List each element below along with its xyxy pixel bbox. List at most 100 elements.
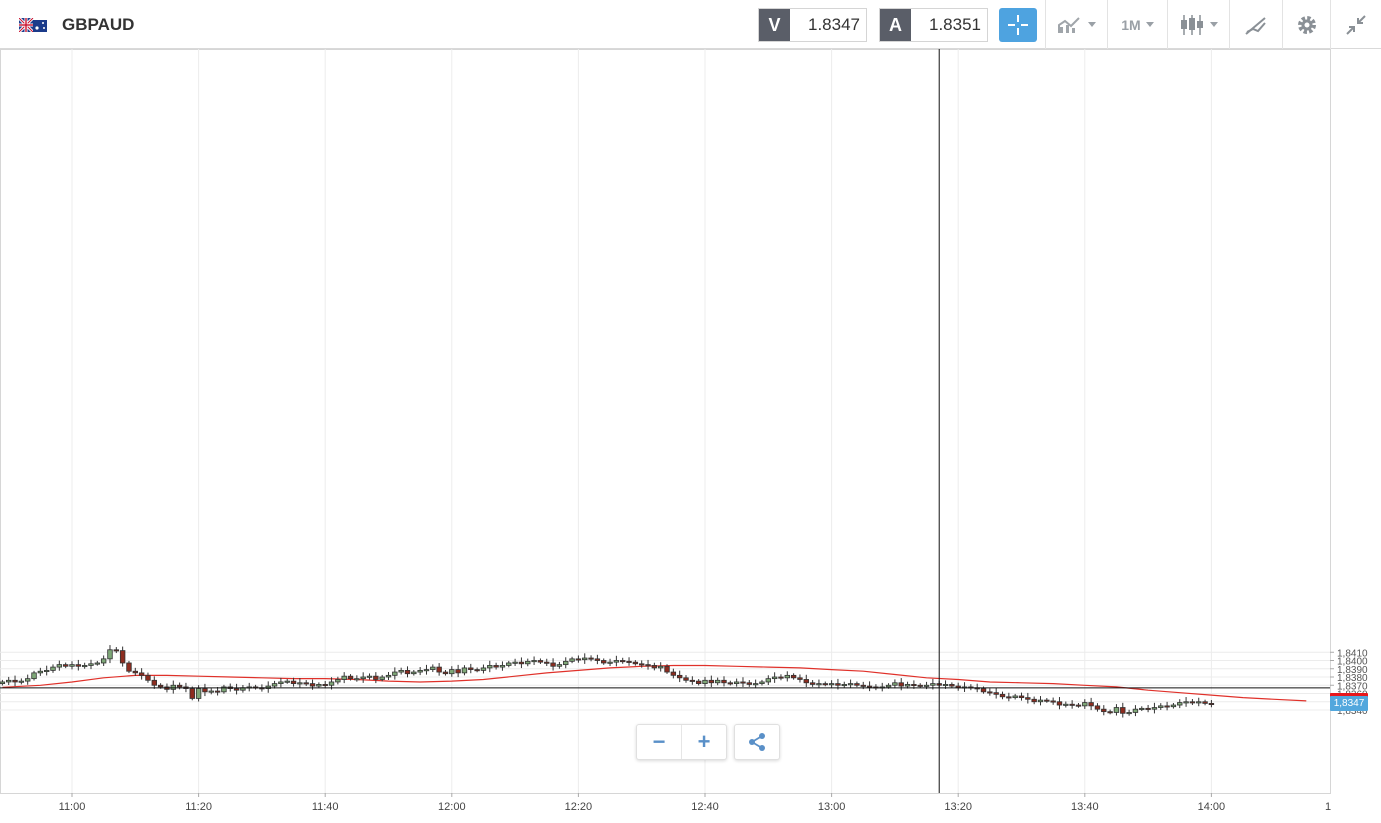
x-tick-label: 12:40	[691, 801, 719, 813]
candle-body	[1088, 702, 1094, 707]
candle-body	[221, 686, 227, 693]
instrument-symbol[interactable]: GBPAUD	[62, 15, 135, 34]
candle-body	[778, 676, 784, 679]
chart-type-button[interactable]	[1045, 0, 1107, 49]
candle-body	[708, 679, 715, 684]
candle-body	[664, 665, 670, 673]
candle-body	[404, 670, 411, 675]
candle-body	[1082, 702, 1088, 707]
candle-body	[765, 678, 771, 683]
candle-body	[1075, 704, 1082, 707]
candle-body	[575, 658, 582, 661]
zoom-out-button[interactable]: −	[637, 725, 682, 759]
x-tick-label: 11:00	[59, 801, 86, 813]
candle-body	[1208, 703, 1215, 706]
candle-body	[75, 664, 82, 667]
candle-body	[1151, 707, 1158, 710]
candle-body	[904, 684, 911, 687]
candle-body	[727, 682, 734, 685]
candle-body	[1113, 707, 1120, 713]
chart-toolbar: GBPAUD V 1.8347 A 1.8351 1M	[0, 0, 1381, 49]
sell-price-box[interactable]: V 1.8347	[758, 8, 867, 42]
buy-price-box[interactable]: A 1.8351	[879, 8, 988, 42]
candle-body	[923, 684, 930, 687]
candle-body	[373, 675, 379, 680]
candle-body	[297, 682, 303, 685]
candle-body	[43, 670, 50, 673]
candle-body	[62, 664, 69, 667]
candle-body	[1189, 701, 1196, 704]
collapse-icon	[1346, 14, 1366, 35]
candle-body	[999, 693, 1006, 698]
crosshair-icon	[1008, 15, 1028, 35]
candle-body	[550, 662, 556, 667]
candle-body	[1012, 695, 1018, 699]
y-tick-label: 1,8390	[1337, 665, 1368, 676]
crosshair-button[interactable]	[999, 8, 1037, 42]
candle-body	[284, 680, 290, 683]
drawing-tools-icon	[1245, 16, 1266, 35]
collapse-button[interactable]	[1330, 0, 1381, 49]
candle-body	[461, 667, 468, 674]
price-chart[interactable]: 1,83401,83501,83601,83701,83801,83901,84…	[0, 49, 1381, 823]
candle-body	[1031, 698, 1037, 703]
x-tick-label: 13:40	[1071, 801, 1099, 813]
indicators-button[interactable]	[1167, 0, 1229, 49]
candle-body	[360, 676, 366, 680]
candle-body	[607, 661, 613, 664]
candle-body	[328, 681, 335, 686]
settings-button[interactable]	[1282, 0, 1330, 49]
candle-body	[803, 679, 809, 684]
candle-body	[107, 649, 113, 660]
candle-body	[56, 664, 63, 668]
candle-body	[322, 684, 328, 687]
candle-body	[480, 667, 487, 671]
sell-price: 1.8347	[790, 9, 866, 41]
candle-body	[1050, 700, 1056, 703]
candle-body	[126, 662, 132, 672]
candle-body	[233, 688, 240, 691]
candle-body	[898, 682, 904, 687]
candle-body	[385, 674, 392, 678]
candle-body	[94, 662, 101, 665]
drawing-tools-button[interactable]	[1229, 0, 1282, 49]
candle-body	[1037, 699, 1044, 703]
candle-body	[132, 670, 138, 674]
candle-body	[278, 681, 284, 685]
candle-body	[18, 680, 25, 683]
candle-body	[588, 657, 594, 660]
timeframe-select[interactable]: 1M	[1107, 0, 1167, 49]
candle-body	[138, 672, 145, 676]
share-icon	[749, 733, 765, 751]
candle-body	[151, 679, 157, 686]
candle-body	[563, 660, 569, 666]
zoom-in-button[interactable]: +	[697, 729, 711, 754]
candle-body	[651, 665, 658, 669]
candle-body	[582, 657, 588, 661]
candle-body	[531, 660, 537, 663]
candle-body	[1006, 696, 1012, 699]
candle-body	[347, 675, 354, 680]
candle-body	[841, 684, 847, 687]
candle-body	[271, 683, 278, 687]
candle-body	[1183, 701, 1189, 704]
candle-body	[119, 650, 126, 664]
y-tick-label: 1,8380	[1337, 673, 1368, 684]
candle-body	[525, 660, 531, 665]
x-tick-label: 13:00	[818, 801, 846, 813]
candle-body	[468, 667, 474, 670]
candle-body	[309, 683, 316, 687]
candle-body	[816, 683, 822, 686]
y-tick-label: 1,8400	[1337, 657, 1368, 668]
candle-body	[556, 664, 563, 667]
candle-body	[1196, 701, 1202, 704]
timeframe-label: 1M	[1121, 16, 1141, 33]
candle-body	[474, 669, 480, 672]
candle-body	[620, 660, 626, 663]
candle-body	[1126, 712, 1132, 715]
candle-body	[208, 690, 214, 693]
candle-body	[411, 671, 417, 675]
share-button[interactable]	[734, 724, 780, 760]
candle-body	[449, 669, 455, 675]
candle-body	[170, 684, 176, 690]
